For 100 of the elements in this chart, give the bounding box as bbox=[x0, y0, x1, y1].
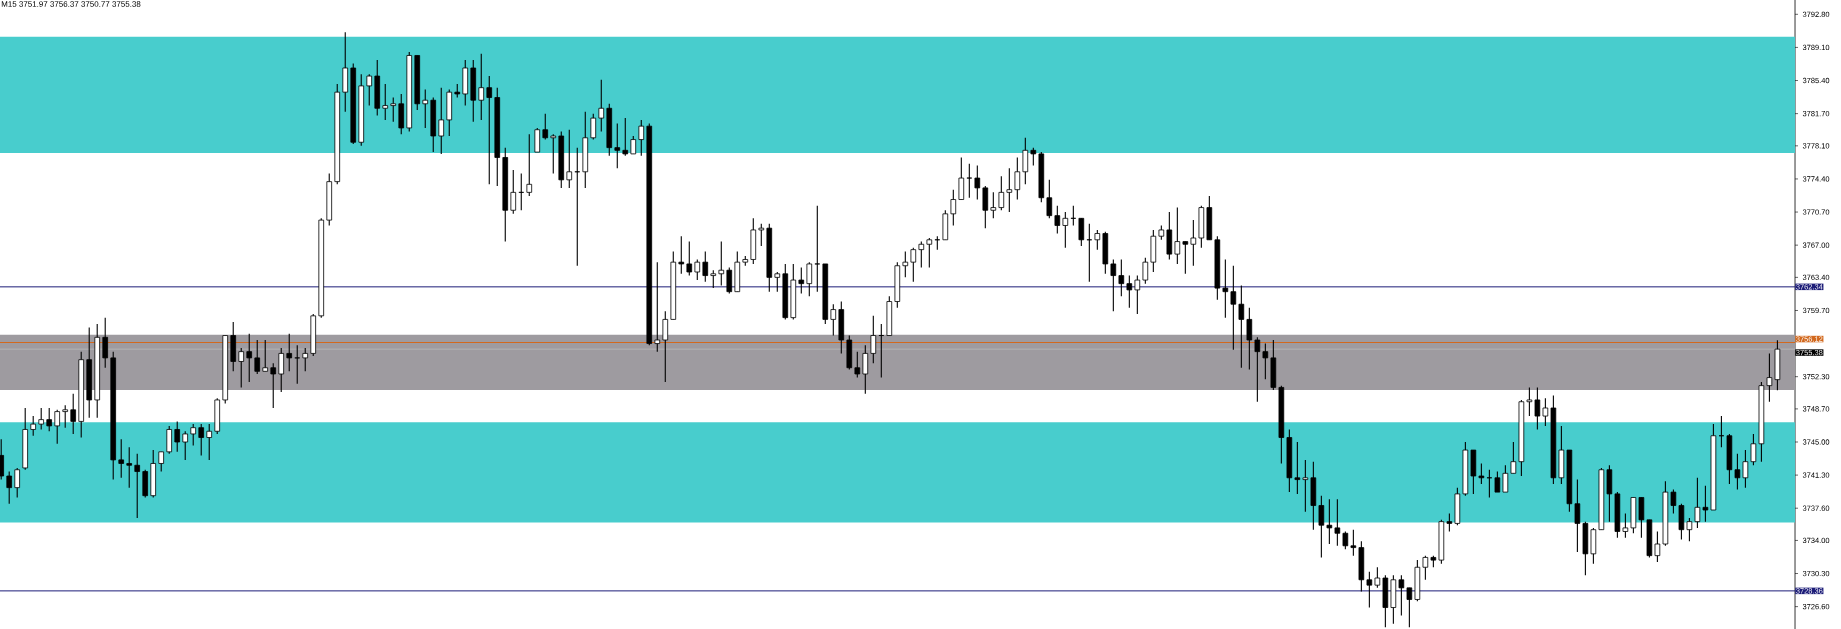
candlestick bbox=[1134, 275, 1141, 315]
candlestick bbox=[1142, 257, 1149, 285]
candlestick bbox=[1246, 307, 1253, 371]
candlestick bbox=[166, 425, 173, 455]
candlestick bbox=[134, 453, 141, 519]
candlestick bbox=[262, 339, 269, 372]
candlestick bbox=[1222, 258, 1229, 319]
candlestick bbox=[6, 470, 12, 505]
candlestick bbox=[1078, 217, 1085, 247]
candlestick bbox=[550, 133, 557, 175]
candlestick bbox=[286, 333, 293, 372]
candlestick bbox=[14, 467, 20, 499]
candlestick bbox=[174, 420, 181, 453]
candlestick bbox=[870, 315, 877, 364]
candlestick bbox=[1118, 258, 1125, 297]
candlestick bbox=[486, 75, 493, 185]
candlestick bbox=[678, 235, 685, 275]
candlestick bbox=[1182, 241, 1189, 275]
candlestick bbox=[510, 169, 517, 215]
candlestick bbox=[926, 237, 933, 269]
candlestick bbox=[1054, 205, 1061, 235]
candlestick bbox=[830, 303, 837, 337]
candlestick bbox=[958, 156, 965, 201]
candlestick bbox=[614, 122, 621, 169]
candlestick bbox=[62, 404, 69, 429]
candlestick bbox=[806, 261, 813, 297]
candlestick bbox=[798, 266, 805, 295]
candlestick bbox=[1110, 258, 1117, 312]
candlestick bbox=[1302, 459, 1309, 513]
candlestick bbox=[1422, 555, 1429, 581]
candlestick bbox=[598, 79, 605, 133]
candlestick bbox=[1750, 433, 1757, 466]
candlestick bbox=[1638, 496, 1645, 539]
candlestick bbox=[1262, 343, 1269, 380]
candlestick bbox=[726, 266, 733, 295]
candlestick bbox=[1406, 587, 1413, 628]
candlestick bbox=[910, 247, 917, 283]
candlestick bbox=[278, 347, 285, 393]
candlestick bbox=[966, 163, 973, 199]
candlestick bbox=[1694, 477, 1701, 529]
candlestick bbox=[1742, 449, 1749, 489]
candlestick bbox=[102, 317, 109, 369]
candlestick bbox=[1526, 386, 1533, 417]
candlestick bbox=[1230, 265, 1237, 351]
candlestick bbox=[1334, 498, 1341, 547]
candlestick bbox=[1478, 462, 1485, 485]
candlestick bbox=[390, 96, 397, 123]
candlestick bbox=[814, 205, 821, 293]
candlestick bbox=[198, 423, 205, 456]
candlestick bbox=[1502, 464, 1509, 493]
candlestick bbox=[718, 241, 725, 286]
candlestick bbox=[1622, 513, 1629, 539]
candlestick bbox=[1702, 485, 1709, 523]
candlestick bbox=[254, 339, 261, 375]
candlestick bbox=[158, 451, 165, 473]
candlestick bbox=[566, 129, 573, 189]
candlestick bbox=[70, 393, 77, 435]
candlestick bbox=[1126, 275, 1133, 309]
candlestick bbox=[182, 430, 189, 461]
candlestick bbox=[1238, 284, 1245, 369]
candlestick bbox=[1534, 386, 1541, 431]
candlestick bbox=[438, 87, 445, 155]
candlestick bbox=[526, 133, 533, 197]
candlestick bbox=[238, 347, 245, 388]
candlestick bbox=[1294, 441, 1301, 495]
candlestick bbox=[118, 438, 125, 479]
candlestick bbox=[478, 53, 485, 121]
candlestick bbox=[702, 250, 709, 283]
candlestick bbox=[1670, 488, 1677, 515]
candlestick bbox=[862, 344, 869, 395]
candlestick bbox=[422, 88, 429, 129]
candlestick bbox=[1542, 397, 1549, 427]
candlestick bbox=[686, 241, 693, 277]
candlestick bbox=[638, 119, 645, 157]
candlestick bbox=[302, 347, 309, 372]
candlestick bbox=[758, 223, 765, 247]
candlestick bbox=[654, 261, 661, 353]
candlestick bbox=[1094, 229, 1101, 251]
candlestick bbox=[1254, 336, 1261, 403]
candlestick bbox=[294, 344, 301, 385]
candlestick bbox=[918, 241, 925, 269]
candlestick bbox=[774, 271, 781, 293]
candlestick bbox=[1686, 517, 1693, 542]
candlestick bbox=[1350, 529, 1357, 557]
candlestick bbox=[190, 423, 197, 447]
candlestick bbox=[1318, 495, 1325, 558]
candlestick bbox=[30, 415, 37, 437]
candlestick bbox=[990, 191, 997, 219]
candlestick bbox=[1654, 530, 1661, 563]
candlestick bbox=[1374, 566, 1381, 589]
candlestick bbox=[38, 407, 45, 431]
candlestick bbox=[1022, 137, 1029, 185]
candlestick bbox=[662, 310, 669, 383]
candlestick bbox=[382, 83, 389, 121]
candlestick bbox=[1062, 211, 1069, 249]
candlestick bbox=[542, 113, 549, 141]
candlestick bbox=[902, 250, 909, 278]
candlestick bbox=[1398, 574, 1405, 617]
candlestick bbox=[854, 351, 861, 379]
candlestick bbox=[1046, 179, 1053, 219]
